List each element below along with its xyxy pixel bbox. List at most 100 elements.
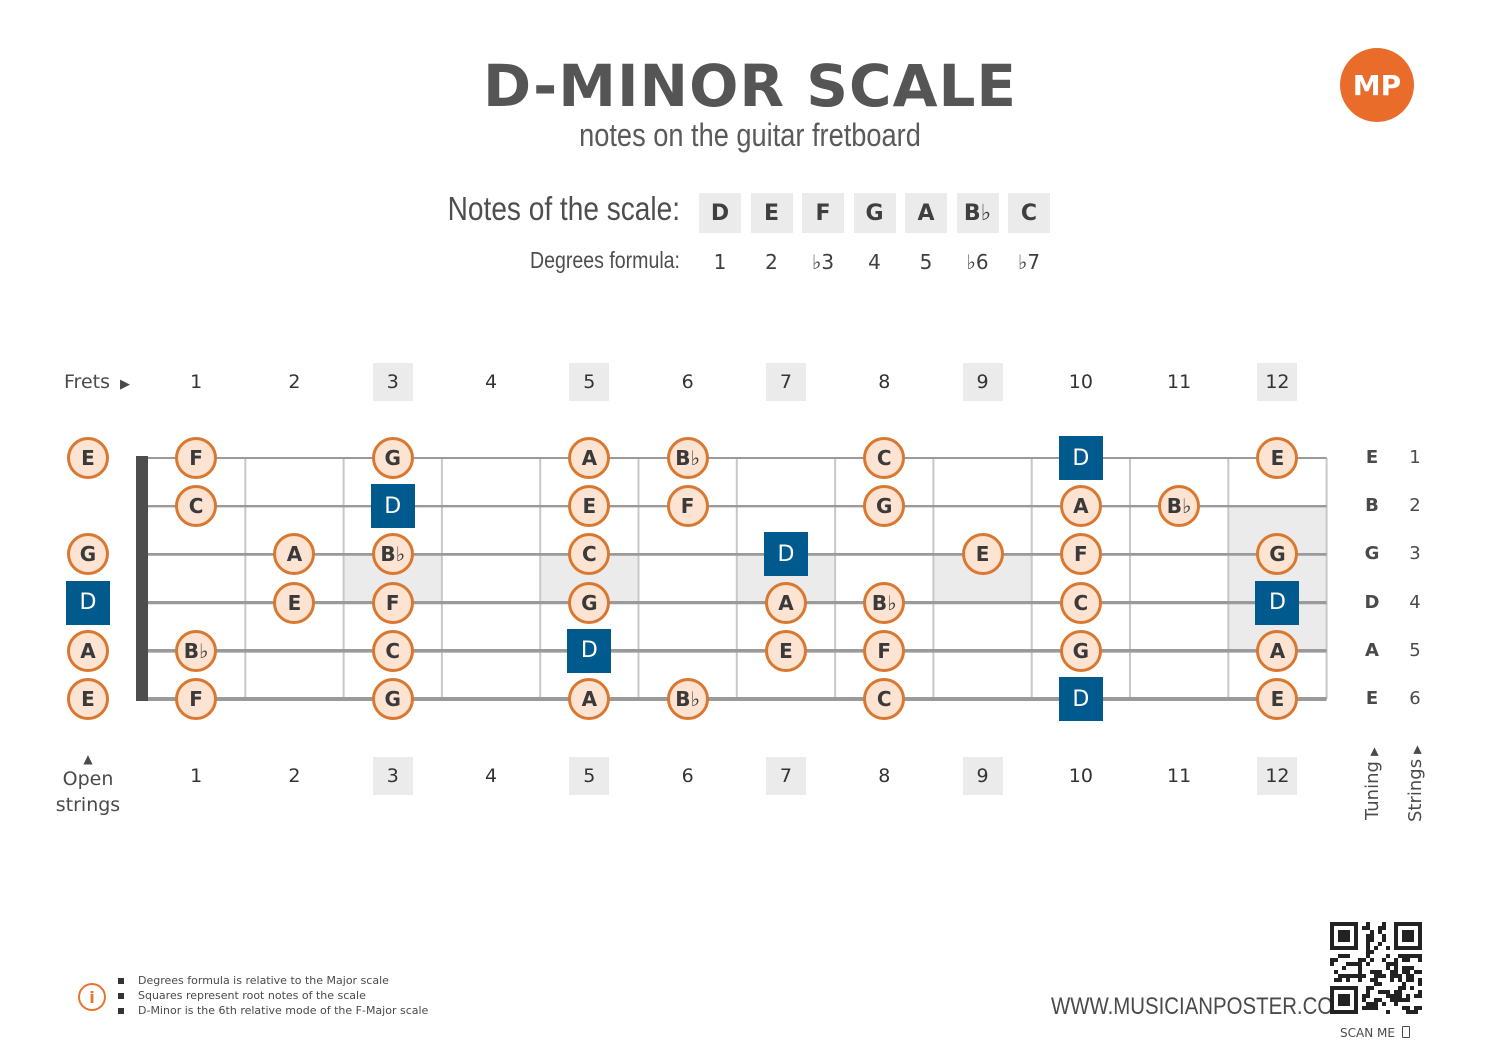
qr-code-icon[interactable]: [1330, 922, 1424, 1016]
scale-note: A: [905, 193, 947, 233]
qr-module: [1354, 974, 1358, 978]
qr-module: [1418, 958, 1422, 962]
qr-module: [1382, 926, 1386, 930]
note-marker: A: [67, 629, 109, 672]
qr-module: [1390, 962, 1394, 966]
note-marker: B♭: [666, 678, 709, 720]
play-arrow-icon: ▶: [120, 377, 131, 392]
qr-module: [1334, 958, 1338, 962]
scale-degree: 2: [765, 250, 778, 274]
note-marker: G: [371, 678, 414, 720]
note-marker: C: [1059, 581, 1102, 624]
note-marker: G: [863, 485, 906, 528]
top-fret-number: 8: [878, 371, 891, 393]
note-marker: F: [1059, 533, 1102, 576]
qr-module: [1370, 1006, 1374, 1010]
qr-module: [1398, 998, 1402, 1002]
up-arrow-icon: ▲: [83, 752, 93, 766]
qr-module: [1414, 970, 1418, 974]
top-fret-number: 4: [485, 371, 498, 393]
qr-module: [1366, 986, 1370, 990]
qr-module: [1378, 942, 1382, 946]
fret-inlay: [1228, 506, 1327, 651]
qr-module: [1418, 954, 1422, 958]
footnote: Degrees formula is relative to the Major…: [138, 974, 389, 987]
qr-module: [1338, 978, 1342, 982]
bottom-fret-number: 10: [1068, 765, 1093, 787]
string-number: 2: [1409, 495, 1421, 517]
bottom-fret-number: 8: [878, 765, 891, 787]
qr-module: [1386, 962, 1390, 966]
note-marker: C: [568, 533, 611, 576]
qr-module: [1386, 1010, 1390, 1014]
qr-module: [1398, 978, 1402, 982]
bottom-fret-number: 11: [1167, 765, 1192, 787]
strings-arrow-icon: ▲: [1413, 742, 1422, 756]
qr-module: [1418, 994, 1422, 998]
qr-module: [1402, 970, 1406, 974]
scan-me-label: SCAN ME: [1340, 1026, 1410, 1040]
qr-module: [1334, 970, 1338, 974]
qr-module: [1370, 978, 1374, 982]
qr-module: [1370, 938, 1374, 942]
qr-module: [1374, 946, 1378, 950]
strings-axis-label: Strings ▲: [1405, 742, 1426, 822]
degrees-formula-label: Degrees formula:: [530, 247, 680, 273]
bullet-icon: [118, 1008, 124, 1014]
qr-module: [1374, 974, 1378, 978]
qr-module: [1358, 970, 1362, 974]
qr-module: [1330, 958, 1334, 962]
guitar-nut: [136, 456, 148, 701]
qr-module: [1390, 974, 1394, 978]
note-marker: F: [666, 485, 709, 528]
top-fret-number: 11: [1167, 371, 1192, 393]
qr-module: [1406, 970, 1410, 974]
scale-note: C: [1008, 193, 1050, 233]
qr-module: [1366, 990, 1370, 994]
qr-module: [1334, 978, 1338, 982]
qr-module: [1382, 974, 1386, 978]
qr-module: [1414, 954, 1418, 958]
qr-module: [1410, 974, 1414, 978]
scale-note: G: [853, 193, 896, 233]
top-fret-number: 1: [190, 371, 203, 393]
qr-module: [1418, 982, 1422, 986]
qr-module: [1370, 986, 1374, 990]
scale-degree: ♭6: [966, 250, 989, 274]
qr-module: [1382, 938, 1386, 942]
scale-note: F: [802, 193, 844, 233]
qr-module: [1346, 962, 1350, 966]
note-marker: E: [961, 533, 1004, 576]
qr-module: [1406, 1006, 1410, 1010]
string-tuning: G: [1364, 543, 1380, 565]
qr-module: [1394, 998, 1398, 1002]
bottom-fret-number: 4: [485, 765, 498, 787]
qr-module: [1386, 946, 1390, 950]
qr-module: [1410, 978, 1414, 982]
qr-module: [1406, 1010, 1410, 1014]
qr-module: [1386, 990, 1390, 994]
note-marker: E: [67, 678, 109, 720]
qr-module: [1358, 978, 1362, 982]
note-marker: B♭: [1158, 485, 1201, 528]
root-note-marker: D: [763, 532, 808, 577]
qr-module: [1330, 962, 1334, 966]
qr-module: [1362, 998, 1366, 1002]
note-marker: E: [568, 485, 611, 528]
note-marker: F: [371, 581, 414, 624]
root-note-marker: D: [1058, 436, 1103, 480]
qr-module: [1362, 926, 1366, 930]
scale-note: D: [699, 193, 741, 233]
website-link[interactable]: WWW.MUSICIANPOSTER.COM: [1051, 993, 1351, 1020]
qr-module: [1350, 974, 1354, 978]
qr-module: [1410, 966, 1414, 970]
footnote: Squares represent root notes of the scal…: [138, 989, 366, 1002]
note-marker: B♭: [863, 581, 906, 624]
string-tuning: E: [1365, 688, 1379, 709]
string-number: 1: [1409, 447, 1421, 468]
qr-module: [1398, 994, 1402, 998]
qr-module: [1362, 974, 1366, 978]
note-marker: A: [764, 581, 807, 624]
top-fret-number: 12: [1257, 363, 1298, 401]
qr-module: [1370, 970, 1374, 974]
